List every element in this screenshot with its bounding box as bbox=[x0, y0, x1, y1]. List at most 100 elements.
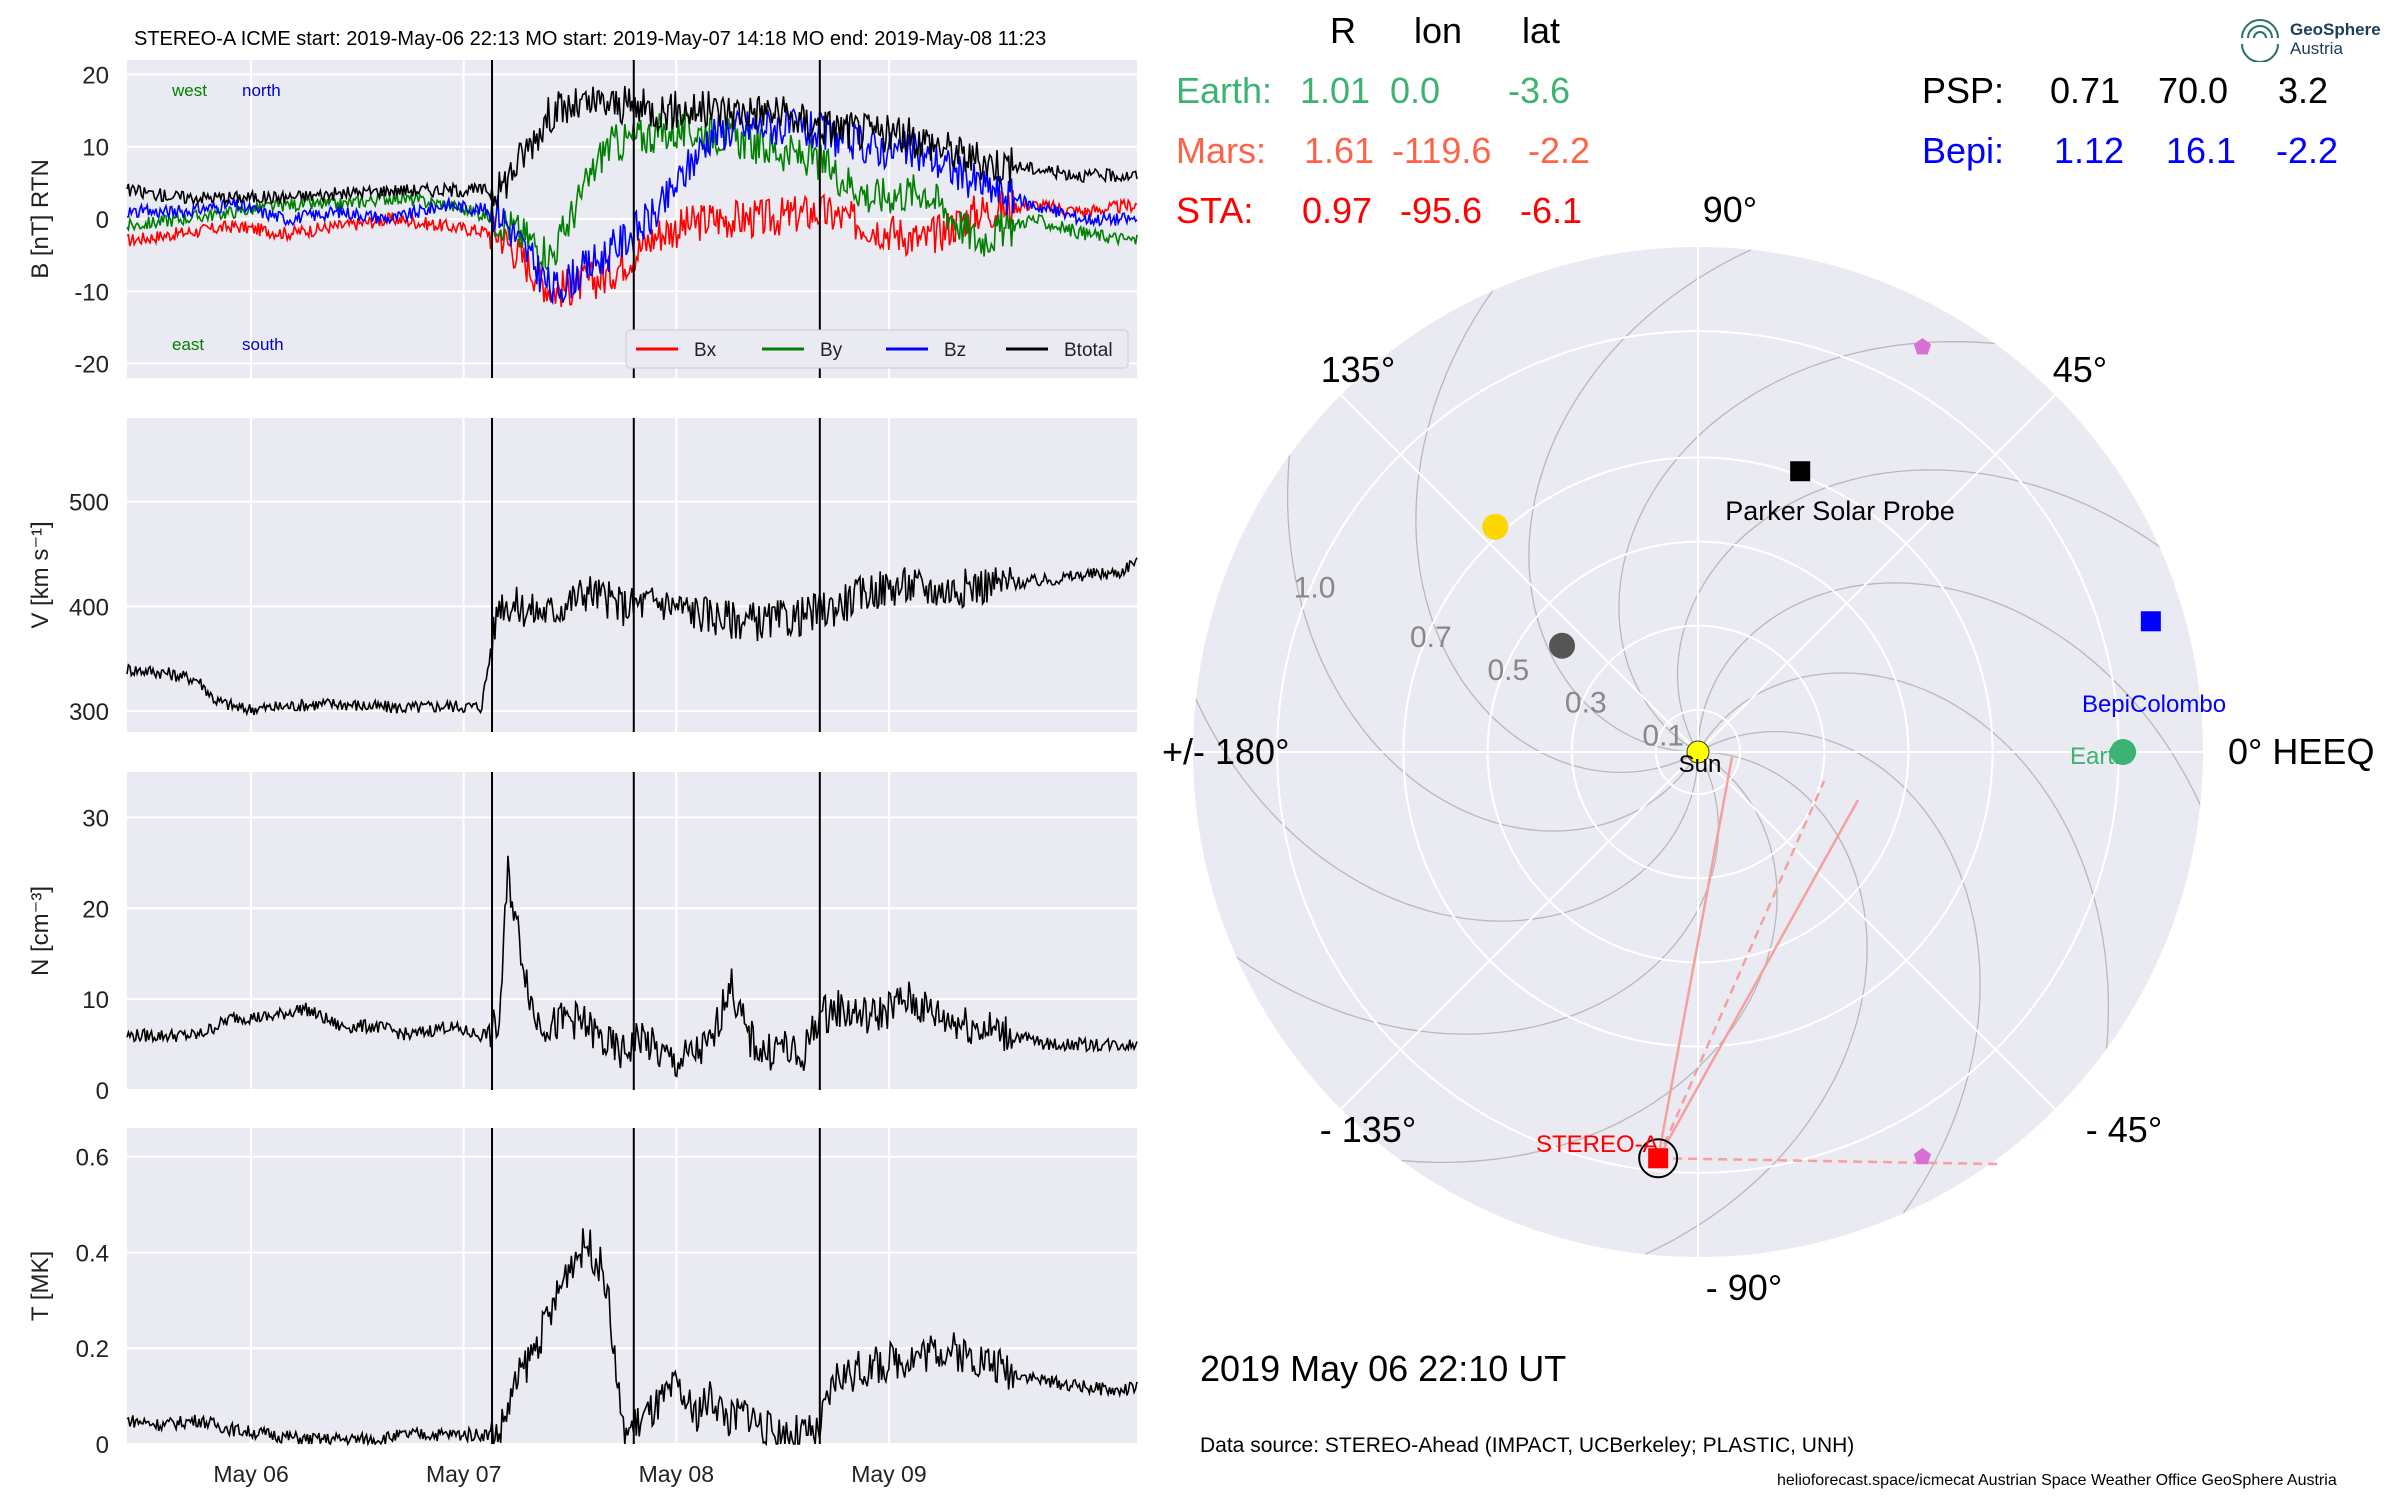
angle-grid-5 bbox=[1340, 751, 1699, 1110]
logo-icon bbox=[2241, 19, 2279, 62]
series-line-2 bbox=[126, 855, 1138, 1078]
ytick-label: 10 bbox=[82, 135, 109, 162]
position-4-name: Bepi: bbox=[1922, 130, 2005, 171]
ytick-label: 0 bbox=[96, 1078, 109, 1105]
position-0-lat: -3.6 bbox=[1508, 70, 1571, 111]
r-tick-4: 1.0 bbox=[1294, 572, 1336, 605]
stereo-ring bbox=[1638, 1138, 1679, 1179]
logo-text: GeoSphere Austria bbox=[2290, 20, 2381, 58]
position-3-lat: 3.2 bbox=[2278, 70, 2329, 111]
r-tick-3: 0.7 bbox=[1410, 621, 1452, 654]
angle-grid-3 bbox=[1340, 394, 1699, 753]
parker-solar-probe-marker-3 bbox=[1790, 461, 1811, 482]
fov-line-0 bbox=[1656, 756, 1734, 1159]
ytick-label: 300 bbox=[69, 699, 109, 726]
ytick-label: -20 bbox=[74, 352, 109, 379]
ytick-label: 0 bbox=[96, 1432, 109, 1459]
panel-background bbox=[127, 1128, 1137, 1444]
body-label-2: BepiColombo bbox=[2082, 691, 2226, 718]
legend-box bbox=[625, 329, 1129, 369]
series-line-1 bbox=[126, 557, 1138, 717]
position-2-lon: -95.6 bbox=[1400, 190, 1483, 231]
angle-label-4: +/- 180° bbox=[1162, 731, 1289, 772]
position-2-name: STA: bbox=[1176, 190, 1254, 231]
label-north: north bbox=[242, 81, 281, 100]
earth-marker-1 bbox=[2110, 739, 2137, 765]
timestamp: 2019 May 06 22:10 UT bbox=[1200, 1348, 1567, 1389]
event-banner: STEREO-A ICME start: 2019-May-06 22:13 M… bbox=[134, 28, 1047, 50]
y-axis-label: B [nT] RTN bbox=[27, 159, 54, 279]
marker-marker-6 bbox=[1549, 632, 1576, 659]
label-south: south bbox=[242, 335, 284, 354]
y-axis-label: N [cm⁻³] bbox=[27, 886, 54, 976]
position-3-name: PSP: bbox=[1922, 70, 2005, 111]
angle-grid-1 bbox=[1697, 394, 2056, 753]
ytick-label: 0 bbox=[96, 207, 109, 234]
xtick-label-2: May 08 bbox=[639, 1461, 714, 1487]
xtick-label-3: May 09 bbox=[851, 1461, 926, 1487]
panel-1: 300 400 500 V [km s⁻¹] bbox=[27, 418, 1138, 732]
marker-marker-5 bbox=[1482, 513, 1509, 540]
ytick-label: 10 bbox=[82, 987, 109, 1014]
logo-line2: Austria bbox=[2290, 39, 2343, 58]
position-3-r: 0.71 bbox=[2050, 70, 2121, 111]
xtick-label-1: May 07 bbox=[426, 1461, 501, 1487]
logo-line1: GeoSphere bbox=[2290, 20, 2381, 39]
body-label-4: STEREO-A bbox=[1536, 1131, 1659, 1158]
angle-label-6: - 90° bbox=[1706, 1267, 1782, 1308]
y-axis-label: T [MK] bbox=[27, 1251, 54, 1321]
xtick-label-0: May 06 bbox=[213, 1461, 288, 1487]
bepicolombo-marker-2 bbox=[2140, 611, 2161, 632]
position-2-lat: -6.1 bbox=[1520, 190, 1583, 231]
angle-label-2: 90° bbox=[1703, 189, 1757, 230]
body-label-0: Sun bbox=[1679, 751, 1722, 778]
fov-line-3 bbox=[1658, 1157, 1999, 1166]
position-1-r: 1.61 bbox=[1304, 130, 1375, 171]
position-1-name: Mars: bbox=[1176, 130, 1266, 171]
r-tick-1: 0.3 bbox=[1565, 687, 1607, 720]
label-west: west bbox=[171, 81, 207, 100]
panel-0: -20 -10 0 10 20 B [nT] RTN west north east south B… bbox=[27, 60, 1138, 379]
r-tick-2: 0.5 bbox=[1487, 654, 1529, 687]
position-2-r: 0.97 bbox=[1302, 190, 1373, 231]
position-3-lon: 70.0 bbox=[2158, 70, 2229, 111]
data-source: Data source: STEREO-Ahead (IMPACT, UCBer… bbox=[1200, 1434, 1855, 1457]
legend: Bx By Bz Btotal bbox=[625, 329, 1129, 369]
series-Btotal-0 bbox=[126, 85, 1138, 209]
body-label-1: Earth bbox=[2070, 743, 2127, 770]
series-Bz-0 bbox=[126, 106, 1138, 306]
position-1-lat: -2.2 bbox=[1528, 130, 1591, 171]
col-header-lon: lon bbox=[1414, 10, 1463, 51]
fov-line-2 bbox=[1657, 780, 1826, 1159]
credits: helioforecast.space/icmecat Austrian Spa… bbox=[1777, 1472, 2337, 1489]
ytick-label: 20 bbox=[82, 896, 109, 923]
position-1-lon: -119.6 bbox=[1392, 130, 1492, 171]
ytick-label: 0.4 bbox=[76, 1240, 109, 1267]
angle-label-1: 45° bbox=[2053, 349, 2107, 390]
ytick-label: 0.2 bbox=[76, 1336, 109, 1363]
position-0-lon: 0.0 bbox=[1390, 70, 1441, 111]
marker-marker-8 bbox=[1913, 1147, 1931, 1165]
series-line-3 bbox=[126, 1228, 1138, 1447]
panel-background bbox=[127, 418, 1137, 732]
legend-label-2: Bz bbox=[944, 340, 966, 361]
angle-label-7: - 45° bbox=[2086, 1109, 2162, 1150]
position-4-lat: -2.2 bbox=[2276, 130, 2339, 171]
ytick-label: 400 bbox=[69, 594, 109, 621]
ytick-label: 30 bbox=[82, 805, 109, 832]
panel-2: 0 10 20 30 N [cm⁻³] bbox=[27, 772, 1138, 1105]
sun-marker-0 bbox=[1686, 740, 1710, 764]
ytick-label: 20 bbox=[82, 62, 109, 89]
marker-marker-7 bbox=[1913, 338, 1931, 355]
legend-label-3: Btotal bbox=[1064, 340, 1113, 361]
angle-grid-7 bbox=[1697, 751, 2056, 1110]
series-By-0 bbox=[126, 111, 1138, 271]
legend-label-1: By bbox=[820, 340, 843, 361]
angle-label-5: - 135° bbox=[1320, 1109, 1416, 1150]
label-east: east bbox=[172, 335, 204, 354]
angle-label-0: 0° HEEQ bbox=[2228, 731, 2374, 772]
ytick-label: 0.6 bbox=[76, 1145, 109, 1172]
position-4-lon: 16.1 bbox=[2166, 130, 2237, 171]
position-0-r: 1.01 bbox=[1300, 70, 1371, 111]
